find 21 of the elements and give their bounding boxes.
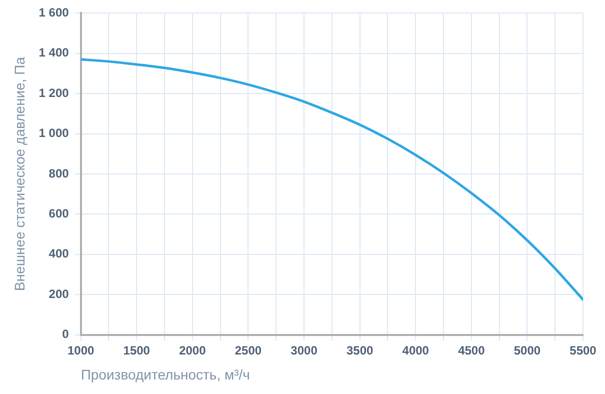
y-axis-title: Внешнее статическое давление, Па [11, 56, 28, 292]
y-tick-label: 0 [62, 327, 70, 342]
x-tick-label: 3500 [346, 343, 374, 358]
y-tick-label: 1 000 [38, 126, 70, 140]
x-tick-label: 5500 [570, 343, 597, 358]
y-tick-label: 1 200 [38, 86, 70, 100]
y-tick-label: 1 400 [38, 46, 70, 60]
y-tick-label: 800 [48, 166, 70, 180]
x-tick-label: 1500 [123, 343, 150, 358]
x-tick-label: 2500 [234, 343, 262, 358]
y-tick-label: 200 [48, 286, 70, 301]
x-tick-label: 2000 [179, 343, 206, 358]
y-tick-label: 1 600 [38, 6, 70, 20]
x-tick-label: 1000 [67, 343, 94, 358]
x-axis-title: Производительность, м³/ч [80, 366, 250, 382]
x-tick-label: 4500 [458, 343, 486, 358]
y-tick-label: 600 [48, 206, 70, 221]
x-tick-label: 4000 [402, 343, 430, 358]
x-tick-label: 5000 [514, 343, 541, 358]
x-tick-label: 3000 [290, 343, 318, 358]
y-tick-label: 400 [48, 246, 70, 261]
